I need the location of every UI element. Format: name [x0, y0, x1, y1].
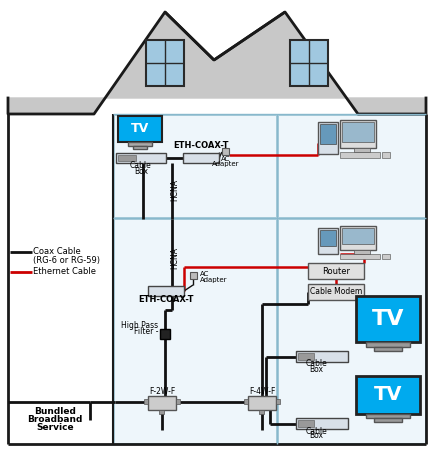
Text: HCNA: HCNA: [171, 179, 180, 201]
Bar: [298, 420, 314, 427]
Bar: [340, 120, 376, 148]
Text: (RG-6 or RG-59): (RG-6 or RG-59): [33, 255, 100, 264]
Bar: [116, 153, 166, 163]
Text: HCNA: HCNA: [171, 247, 180, 269]
Text: Bundled: Bundled: [34, 408, 76, 417]
Bar: [356, 376, 420, 414]
Bar: [248, 396, 276, 410]
Text: Service: Service: [36, 423, 74, 432]
Bar: [342, 228, 374, 244]
Bar: [308, 263, 364, 279]
Text: ETH-COAX-T: ETH-COAX-T: [138, 295, 194, 304]
Bar: [278, 219, 425, 443]
Bar: [222, 148, 229, 155]
Bar: [144, 399, 148, 404]
Text: ETH-COAX-T: ETH-COAX-T: [173, 141, 229, 150]
Bar: [374, 347, 402, 351]
Text: Ethernet Cable: Ethernet Cable: [33, 268, 96, 277]
Text: Adapter: Adapter: [200, 277, 227, 283]
Bar: [259, 410, 264, 414]
Bar: [118, 116, 162, 142]
Text: TV: TV: [372, 309, 404, 329]
Bar: [176, 399, 180, 404]
Bar: [183, 153, 219, 163]
Text: Box: Box: [309, 431, 323, 440]
Text: Coax Cable: Coax Cable: [33, 247, 81, 256]
Text: F-2W-F: F-2W-F: [149, 387, 175, 396]
Bar: [320, 124, 336, 144]
Text: Router: Router: [322, 267, 350, 276]
Bar: [356, 296, 420, 342]
Bar: [320, 230, 336, 246]
Text: Broadband: Broadband: [27, 415, 83, 424]
Bar: [354, 148, 370, 152]
Bar: [128, 142, 152, 146]
Text: Filter -: Filter -: [134, 327, 158, 336]
Bar: [342, 122, 374, 142]
Bar: [340, 226, 376, 250]
Bar: [374, 418, 402, 422]
Bar: [354, 250, 370, 254]
Bar: [382, 152, 390, 158]
Text: Cable: Cable: [305, 360, 327, 369]
Bar: [276, 399, 280, 404]
Bar: [340, 254, 380, 259]
Bar: [298, 353, 314, 360]
Bar: [244, 399, 248, 404]
Text: Box: Box: [134, 167, 148, 176]
Bar: [114, 219, 276, 443]
Polygon shape: [8, 12, 426, 114]
Bar: [382, 254, 390, 259]
Bar: [290, 40, 328, 86]
Bar: [296, 418, 348, 429]
Text: AC: AC: [200, 271, 209, 277]
Bar: [278, 115, 425, 217]
Bar: [318, 228, 338, 254]
Bar: [146, 40, 184, 86]
Text: Box: Box: [309, 365, 323, 374]
Bar: [159, 410, 164, 414]
Text: F-4W-F: F-4W-F: [249, 387, 275, 396]
Bar: [148, 396, 176, 410]
Bar: [118, 155, 136, 161]
Bar: [340, 152, 380, 158]
Text: High Pass: High Pass: [121, 321, 158, 330]
Text: Cable Modem: Cable Modem: [310, 287, 362, 296]
Text: Cable: Cable: [305, 427, 327, 436]
Text: AC: AC: [221, 156, 231, 162]
Bar: [114, 115, 276, 217]
Bar: [366, 342, 410, 347]
Bar: [133, 146, 147, 149]
Text: TV: TV: [131, 123, 149, 136]
Bar: [190, 272, 197, 279]
Text: Adapter: Adapter: [212, 161, 240, 167]
Text: TV: TV: [374, 386, 402, 405]
Bar: [160, 329, 170, 339]
Bar: [366, 414, 410, 418]
Text: Cable: Cable: [130, 162, 152, 171]
Bar: [318, 122, 338, 154]
Bar: [296, 351, 348, 362]
Bar: [308, 284, 364, 300]
Bar: [148, 286, 184, 296]
